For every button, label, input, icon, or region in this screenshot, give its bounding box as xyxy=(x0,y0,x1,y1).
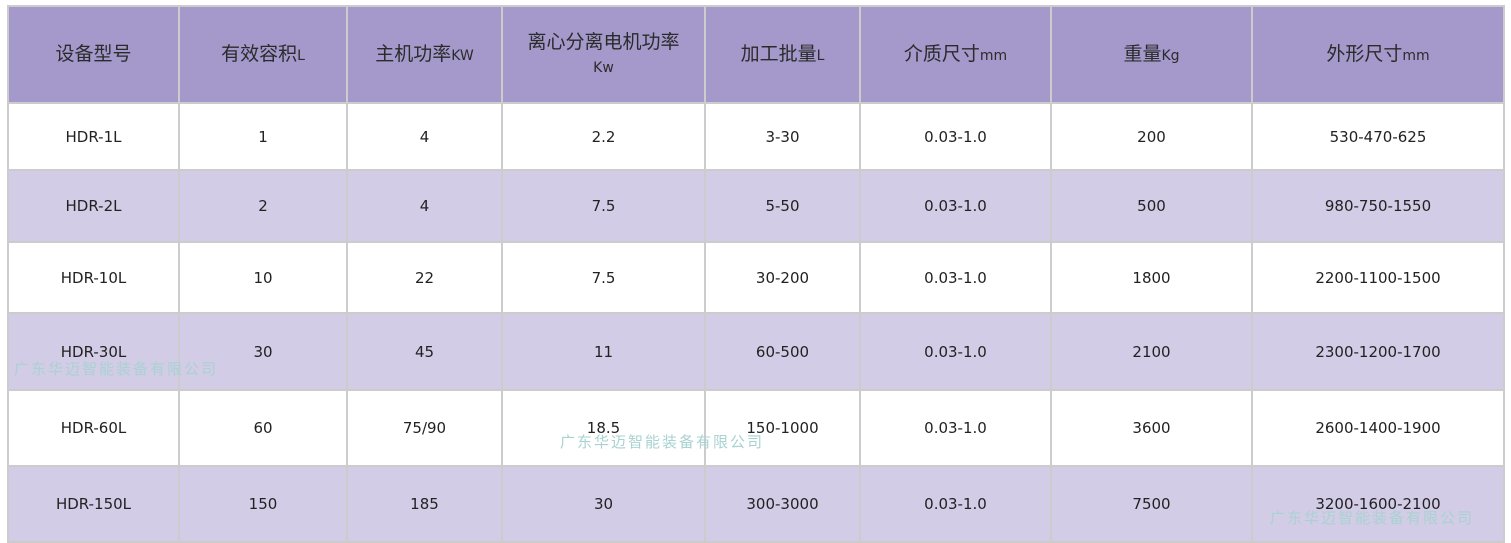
table-cell: 7500 xyxy=(1050,465,1253,543)
header-row: 设备型号 有效容积L 主机功率KW 离心分离电机功率 Kw 加工批量L 介质尺寸m… xyxy=(7,5,1505,104)
header-model: 设备型号 xyxy=(7,5,180,104)
table-cell: 4 xyxy=(346,169,503,243)
table-cell: 22 xyxy=(346,241,503,314)
header-separator-power: 离心分离电机功率 Kw xyxy=(501,5,706,104)
table-cell: 3-30 xyxy=(704,102,861,171)
table-cell: 500 xyxy=(1050,169,1253,243)
table-row: HDR-30L 30 45 11 60-500 0.03-1.0 2100 2300-1200… xyxy=(7,312,1505,391)
table-cell: 4 xyxy=(346,102,503,171)
table-cell: 18.5 xyxy=(501,389,706,467)
table-cell: 30 xyxy=(178,312,348,391)
table-cell: 0.03-1.0 xyxy=(859,169,1052,243)
table-cell: 2 xyxy=(178,169,348,243)
table-cell: 30 xyxy=(501,465,706,543)
table-cell: 60 xyxy=(178,389,348,467)
table-cell: 60-500 xyxy=(704,312,861,391)
header-media-size: 介质尺寸mm xyxy=(859,5,1052,104)
table-cell: 1 xyxy=(178,102,348,171)
table-row: HDR-1L 1 4 2.2 3-30 0.03-1.0 200 530-470-625 xyxy=(7,102,1505,171)
table-row: HDR-2L 2 4 7.5 5-50 0.03-1.0 500 980-750-1550 xyxy=(7,169,1505,243)
table-cell: HDR-2L xyxy=(7,169,180,243)
table-cell: 30-200 xyxy=(704,241,861,314)
table-cell: 7.5 xyxy=(501,241,706,314)
table-row: HDR-60L 60 75/90 18.5 150-1000 0.03-1.0 3600 26… xyxy=(7,389,1505,467)
header-weight: 重量Kg xyxy=(1050,5,1253,104)
header-dimensions: 外形尺寸mm xyxy=(1251,5,1505,104)
table-cell: 3600 xyxy=(1050,389,1253,467)
header-batch: 加工批量L xyxy=(704,5,861,104)
table-cell: 1800 xyxy=(1050,241,1253,314)
header-main-power: 主机功率KW xyxy=(346,5,503,104)
table-cell: 0.03-1.0 xyxy=(859,312,1052,391)
table-cell: 10 xyxy=(178,241,348,314)
table-cell: HDR-60L xyxy=(7,389,180,467)
spec-table: 设备型号 有效容积L 主机功率KW 离心分离电机功率 Kw 加工批量L 介质尺寸m… xyxy=(7,5,1505,543)
table-cell: 75/90 xyxy=(346,389,503,467)
table-row: HDR-10L 10 22 7.5 30-200 0.03-1.0 1800 2200-110… xyxy=(7,241,1505,314)
table-cell: HDR-1L xyxy=(7,102,180,171)
table-cell: 5-50 xyxy=(704,169,861,243)
table-cell: 2200-1100-1500 xyxy=(1251,241,1505,314)
header-volume: 有效容积L xyxy=(178,5,348,104)
table-cell: 150 xyxy=(178,465,348,543)
table-cell: 0.03-1.0 xyxy=(859,389,1052,467)
table-cell: 185 xyxy=(346,465,503,543)
table-cell: 0.03-1.0 xyxy=(859,241,1052,314)
table-cell: 300-3000 xyxy=(704,465,861,543)
table-cell: 2300-1200-1700 xyxy=(1251,312,1505,391)
table-cell: 0.03-1.0 xyxy=(859,465,1052,543)
table-cell: 200 xyxy=(1050,102,1253,171)
table-cell: 2100 xyxy=(1050,312,1253,391)
table-cell: 45 xyxy=(346,312,503,391)
table-cell: 980-750-1550 xyxy=(1251,169,1505,243)
table-cell: 7.5 xyxy=(501,169,706,243)
table-cell: 3200-1600-2100 xyxy=(1251,465,1505,543)
table-cell: 150-1000 xyxy=(704,389,861,467)
table-cell: 2.2 xyxy=(501,102,706,171)
table-cell: HDR-150L xyxy=(7,465,180,543)
table-cell: 2600-1400-1900 xyxy=(1251,389,1505,467)
table-cell: 530-470-625 xyxy=(1251,102,1505,171)
table-row: HDR-150L 150 185 30 300-3000 0.03-1.0 7500 3200… xyxy=(7,465,1505,543)
table-cell: HDR-30L xyxy=(7,312,180,391)
table-cell: HDR-10L xyxy=(7,241,180,314)
table-cell: 11 xyxy=(501,312,706,391)
table-cell: 0.03-1.0 xyxy=(859,102,1052,171)
